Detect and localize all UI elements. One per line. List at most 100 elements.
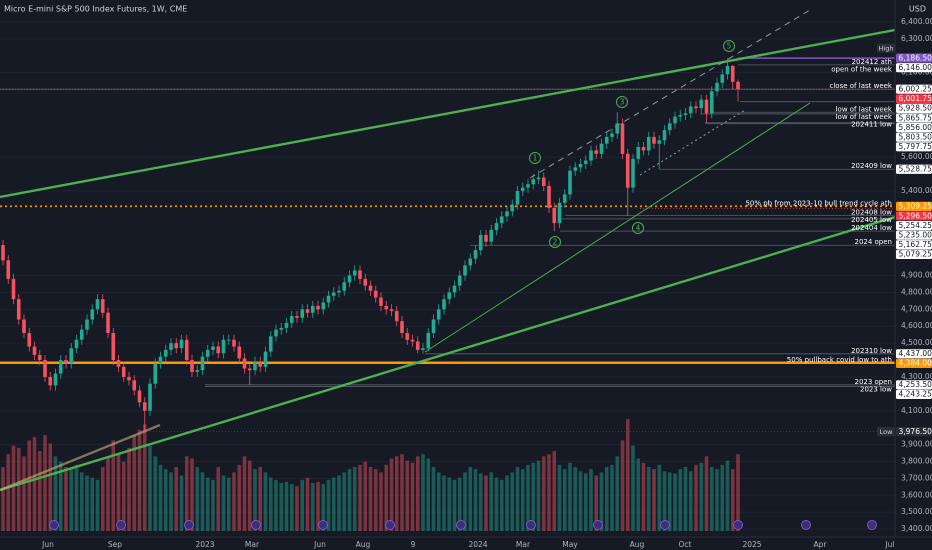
price-label-box [896, 230, 932, 240]
x-tick-label: 9 [411, 540, 416, 549]
candle-body [37, 354, 42, 361]
candle-body [211, 346, 215, 350]
candle-body [69, 348, 74, 364]
volume-bar [736, 454, 740, 531]
volume-bar [426, 458, 431, 531]
volume-bar [53, 456, 58, 531]
x-tick-label: Jun [41, 540, 54, 549]
volume-bar [436, 472, 441, 531]
price-label: 5,254.25 [899, 221, 932, 230]
candle-body [694, 106, 698, 109]
volume-bar [678, 469, 683, 531]
candle-body [58, 360, 63, 374]
candle-body [720, 74, 725, 83]
price-label-box [896, 358, 932, 368]
candle-body [641, 147, 646, 151]
annotation: 202408 low [851, 209, 892, 217]
candle-body [730, 65, 735, 82]
candle-body [699, 99, 704, 109]
price-label: 5,162.75 [899, 240, 932, 249]
candle-body [27, 333, 32, 347]
price-label: 5,803.50 [899, 133, 932, 142]
volume-bar [363, 461, 368, 531]
candle-body [295, 316, 299, 318]
candle-body [610, 133, 614, 137]
candle-body [452, 285, 457, 293]
candle-body [6, 260, 11, 279]
candle-body [1, 245, 5, 261]
candle-body [615, 123, 620, 134]
candle-body [347, 275, 352, 283]
volume-bar [268, 477, 273, 531]
trend-line-upper [0, 28, 896, 199]
volume-bar [620, 440, 625, 531]
candle-body [132, 380, 137, 391]
wave-label: 4 [636, 224, 641, 233]
x-tick-label: Aug [630, 540, 645, 549]
candle-body [342, 282, 347, 291]
volume-bar [641, 462, 646, 531]
volume-bar [300, 479, 305, 531]
volume-bar [604, 467, 609, 531]
x-tick-label: 2023 [195, 540, 214, 549]
volume-bar [37, 451, 42, 531]
candle-body [709, 91, 714, 114]
candle-body [106, 312, 110, 334]
annotation: 202405 low [851, 216, 892, 224]
volume-bar [43, 435, 47, 531]
wave-label: 2 [553, 238, 558, 247]
volume-bar [48, 443, 53, 531]
volume-bar [153, 456, 158, 531]
volume-bar [410, 462, 415, 531]
candle-body [363, 278, 368, 286]
badge-label: Low [880, 428, 893, 436]
event-icon [733, 520, 743, 530]
wave-label: 3 [620, 98, 625, 107]
volume-bar [667, 472, 672, 531]
y-tick-label: 4,800.00 [901, 287, 932, 296]
event-icon [116, 520, 126, 530]
candle-body [90, 309, 95, 320]
candle-body [100, 299, 105, 313]
price-label: 6,146.00 [899, 63, 932, 72]
candle-body [79, 329, 84, 340]
price-label-box [896, 103, 932, 114]
volume-bar [625, 419, 630, 531]
volume-bar [27, 440, 32, 531]
y-tick-label: 4,500.00 [901, 338, 932, 347]
price-label: 6,002.25 [899, 85, 932, 94]
x-tick-label: Mar [245, 540, 260, 549]
candle-body [736, 81, 740, 90]
x-tick-label: Oct [679, 540, 692, 549]
price-label: 5,856.00 [899, 123, 932, 132]
levels-layer [0, 57, 895, 433]
volume-bar [90, 477, 95, 531]
price-label: 4,384.00 [899, 359, 932, 368]
candle-body [384, 305, 389, 310]
volume-bar [205, 477, 210, 531]
annotation: 2024 open [854, 238, 892, 246]
price-label-box [896, 142, 932, 152]
volume-bar [505, 475, 509, 531]
volume-bar [289, 484, 294, 531]
volume-bar [694, 464, 698, 531]
volume-bar [646, 467, 651, 531]
x-tick-label: Aug [356, 540, 371, 549]
wave-circle [632, 222, 644, 234]
volume-bar [1, 467, 5, 531]
volume-bar [64, 467, 68, 531]
volume-bar [499, 479, 504, 531]
volume-bar [316, 481, 320, 531]
candle-body [667, 123, 672, 131]
candle-body [373, 290, 378, 298]
candle-body [494, 223, 499, 230]
price-label-box [896, 201, 932, 211]
candle-body [53, 373, 58, 386]
candle-body [489, 229, 494, 242]
candle-body [127, 376, 131, 381]
volume-bar [347, 469, 352, 531]
event-icon [184, 520, 194, 530]
volume-bar [442, 475, 446, 531]
volume-bar [226, 477, 231, 531]
x-tick-label: Apr [814, 540, 828, 549]
